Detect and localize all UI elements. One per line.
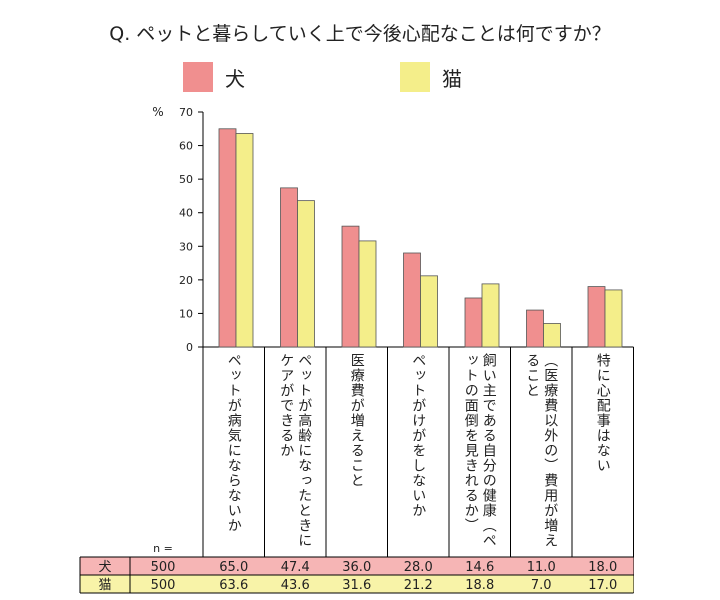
bar-犬-2: [341, 225, 360, 348]
row-n-0: 500: [151, 560, 176, 575]
category-label-1: ペットが高齢になったときにケアができるか: [278, 353, 313, 548]
y-tick-label-7: 70: [179, 106, 193, 119]
row-n-1: 500: [151, 578, 176, 593]
data-label-猫-1: 43.6: [281, 578, 310, 593]
data-label-猫-5: 7.0: [531, 578, 552, 593]
category-label-5: （医療費以外の）費用が増えること: [524, 353, 559, 548]
category-label-3: ペットがけがをしないか: [410, 353, 427, 518]
data-label-犬-3: 28.0: [404, 560, 433, 575]
bar-猫-6: [604, 289, 623, 348]
row-label-1: 猫: [98, 578, 111, 593]
row-label-0: 犬: [98, 560, 111, 575]
table-row-1: [80, 575, 634, 593]
legend-swatch-1: [400, 62, 430, 92]
y-tick-label-1: 10: [179, 307, 193, 320]
category-label-text-3: ペットがけがをしないか: [410, 353, 427, 518]
y-tick-label-3: 30: [179, 240, 193, 253]
category-label-0: ペットが病気にならないか: [225, 353, 242, 533]
bar-犬-5: [526, 309, 544, 348]
category-label-2: 医療費が増えること: [348, 353, 365, 488]
data-label-犬-6: 18.0: [588, 560, 617, 575]
legend-label-1: 猫: [442, 67, 462, 91]
bar-猫-2: [358, 240, 377, 348]
y-tick-label-4: 40: [179, 207, 193, 220]
category-label-text-2: 医療費が増えること: [348, 353, 365, 488]
bar-犬-1: [280, 187, 298, 348]
bar-猫-1: [297, 200, 315, 348]
y-axis-unit: %: [152, 105, 163, 119]
data-label-猫-3: 21.2: [404, 578, 433, 593]
data-label-猫-0: 63.6: [219, 578, 248, 593]
bar-犬-0: [218, 128, 237, 348]
category-label-text-6: 特に心配事はない: [594, 353, 611, 473]
legend-swatch-0: [183, 62, 213, 92]
category-label-text-1: ペットが高齢になったときにケアができるか: [278, 353, 313, 548]
bar-猫-5: [543, 323, 561, 348]
data-label-犬-1: 47.4: [281, 560, 310, 575]
data-label-犬-2: 36.0: [342, 560, 371, 575]
legend-label-0: 犬: [225, 67, 245, 91]
category-label-text-4: 飼い主である自分の健康（ペットの面倒を見きれるか）: [462, 353, 497, 548]
n-header: n =: [153, 542, 173, 555]
table-row-0: [80, 557, 634, 575]
data-label-犬-4: 14.6: [465, 560, 494, 575]
bar-犬-3: [403, 252, 421, 348]
chart-title: Q. ペットと暮らしていく上で今後心配なことは何ですか？: [109, 23, 610, 45]
data-label-猫-2: 31.6: [342, 578, 371, 593]
category-label-text-5: （医療費以外の）費用が増えること: [524, 353, 559, 548]
data-table: ペットが病気にならないか ペットが高齢になったときにケアができるか 医療費が増えるこ…: [79, 347, 634, 594]
y-tick-label-6: 60: [179, 140, 193, 153]
bar-猫-3: [420, 275, 438, 348]
bar-犬-4: [464, 297, 483, 348]
bar-猫-4: [481, 283, 500, 348]
bars: [218, 128, 623, 348]
category-label-4: 飼い主である自分の健康（ペットの面倒を見きれるか）: [462, 353, 497, 548]
y-tick-label-0: 0: [186, 341, 193, 354]
data-label-猫-6: 17.0: [588, 578, 617, 593]
legend: 犬猫: [183, 62, 462, 92]
data-label-猫-4: 18.8: [465, 578, 494, 593]
category-label-text-0: ペットが病気にならないか: [225, 353, 242, 533]
data-label-犬-0: 65.0: [219, 560, 248, 575]
category-label-6: 特に心配事はない: [594, 353, 611, 473]
y-tick-label-2: 20: [179, 274, 193, 287]
y-tick-label-5: 50: [179, 173, 193, 186]
bar-犬-6: [587, 286, 606, 348]
data-label-犬-5: 11.0: [527, 560, 556, 575]
bar-猫-0: [235, 133, 254, 348]
